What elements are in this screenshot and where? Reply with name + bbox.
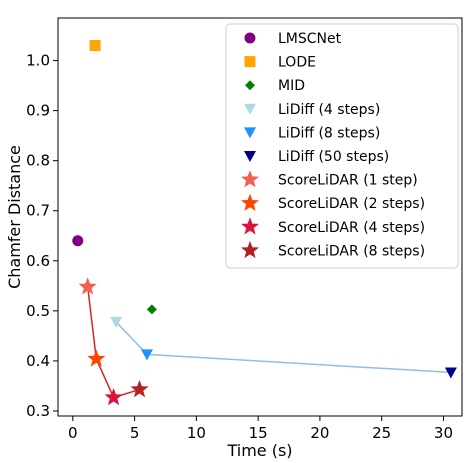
legend-marker-scorelidar-2-steps xyxy=(241,193,259,211)
y-tick-label: 0.9 xyxy=(26,102,50,120)
legend-label-lidiff-4-steps: LiDiff (4 steps) xyxy=(278,102,380,118)
connector-line-2 xyxy=(86,286,140,399)
legend-marker-lidiff-50-steps xyxy=(244,151,256,162)
legend-marker-scorelidar-4-steps xyxy=(241,217,259,235)
legend-label-lode: LODE xyxy=(278,55,316,71)
y-tick-label: 0.5 xyxy=(26,302,50,320)
legend-marker-scorelidar-1-step xyxy=(241,170,259,188)
x-axis-label: Time (s) xyxy=(226,441,292,460)
x-tick-label: 25 xyxy=(372,424,391,442)
y-tick-label: 0.6 xyxy=(26,252,50,270)
x-tick-label: 30 xyxy=(434,424,453,442)
point-lidiff-4-steps xyxy=(110,316,123,328)
point-lidiff-8-steps xyxy=(140,349,153,361)
point-mid xyxy=(146,304,157,315)
legend-marker-lode xyxy=(244,56,256,68)
legend-marker-scorelidar-8-steps xyxy=(241,240,259,259)
y-tick-label: 0.8 xyxy=(26,152,50,170)
legend-label-lmscnet: LMSCNet xyxy=(278,31,342,47)
legend-marker-lidiff-4-steps xyxy=(244,103,256,115)
y-tick-label: 1.0 xyxy=(26,52,50,70)
legend: LMSCNet LODE MID LiDiff (4 steps) LiDiff (8 … xyxy=(225,23,459,269)
data-points xyxy=(72,40,457,406)
y-tick-label: 0.3 xyxy=(26,402,50,420)
legend-marker-lidiff-8-steps xyxy=(244,127,256,139)
y-tick-label: 0.7 xyxy=(26,202,50,220)
legend-frame xyxy=(225,23,459,269)
point-scorelidar-4-steps xyxy=(104,388,123,406)
legend-label-lidiff-8-steps: LiDiff (8 steps) xyxy=(278,125,380,141)
y-tick-label: 0.4 xyxy=(26,352,50,370)
point-scorelidar-2-steps xyxy=(87,349,106,367)
legend-label-scorelidar-8-steps: ScoreLiDAR (8 steps) xyxy=(278,243,425,259)
x-tick-label: 20 xyxy=(310,424,329,442)
connector-line-1 xyxy=(115,321,451,374)
legend-marker-mid xyxy=(245,80,255,91)
plot-frame xyxy=(57,17,463,417)
point-scorelidar-1-step xyxy=(78,277,97,295)
y-axis-label: Chamfer Distance xyxy=(5,145,24,289)
legend-label-scorelidar-2-steps: ScoreLiDAR (2 steps) xyxy=(278,196,425,212)
x-tick-label: 15 xyxy=(249,424,268,442)
legend-label-scorelidar-4-steps: ScoreLiDAR (4 steps) xyxy=(278,220,425,236)
x-tick-label: 10 xyxy=(187,424,206,442)
point-lmscnet xyxy=(72,235,84,247)
x-tick-label: 5 xyxy=(130,424,140,442)
y-axis: 0.3 0.4 0.5 0.6 0.7 0.8 0.9 1.0 xyxy=(26,52,58,420)
connector-lines xyxy=(86,286,451,399)
legend-label-scorelidar-1-step: ScoreLiDAR (1 step) xyxy=(278,173,418,189)
legend-label-mid: MID xyxy=(278,78,305,94)
x-axis: 0 5 10 15 20 25 30 xyxy=(68,416,453,442)
legend-label-lidiff-50-steps: LiDiff (50 steps) xyxy=(278,149,389,165)
legend-marker-lmscnet xyxy=(244,32,256,44)
point-scorelidar-8-steps xyxy=(130,380,149,398)
x-tick-label: 0 xyxy=(68,424,78,442)
point-lode xyxy=(89,40,101,52)
point-lidiff-50-steps xyxy=(444,367,457,379)
